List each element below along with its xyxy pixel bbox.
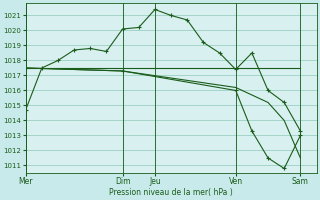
- X-axis label: Pression niveau de la mer( hPa ): Pression niveau de la mer( hPa ): [109, 188, 233, 197]
